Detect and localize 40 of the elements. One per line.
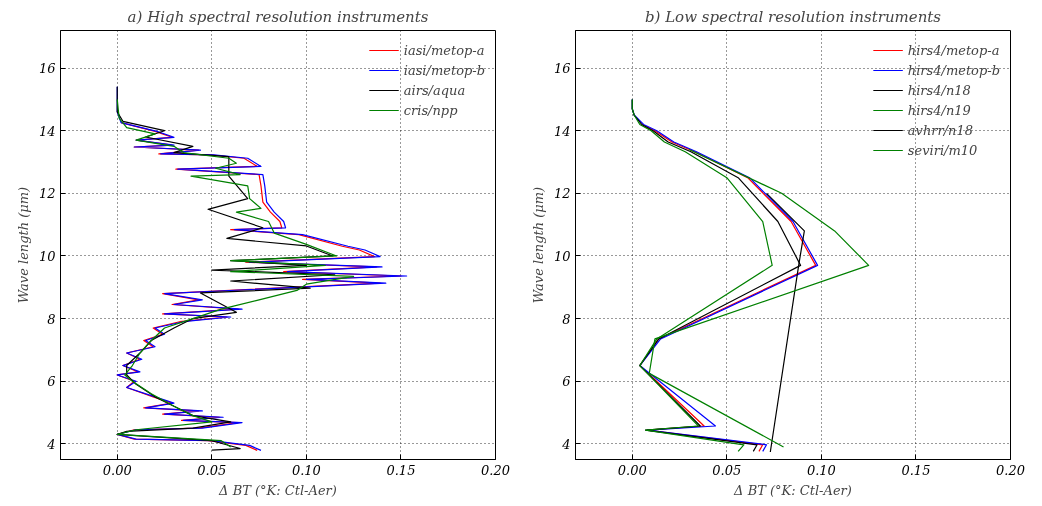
y-tick-label: 4 [561,436,571,452]
x-tick-label: 0.15 [901,462,931,478]
y-tick-label: 12 [553,186,571,202]
legend-label: hirs4/n19 [907,102,971,118]
y-tick-label: 8 [47,311,56,327]
y-tick-label: 14 [553,123,571,139]
y-tick-label: 16 [38,61,56,77]
y-tick-label: 8 [562,311,571,327]
chart-title: a) High spectral resolution instruments [127,7,429,26]
legend-label: cris/npp [403,102,458,118]
y-axis-title: Wave length (μm) [15,186,31,304]
x-tick-label: 0.10 [291,462,321,478]
y-tick-label: 4 [46,436,56,452]
x-tick-label: 0.00 [102,462,132,478]
legend-label: hirs4/metop-b [907,62,1000,78]
x-axis-title: Δ BT (°K: Ctl-Aer) [218,482,337,498]
legend-label: iasi/metop-a [403,42,485,58]
x-tick-label: 0.00 [617,462,647,478]
y-tick-label: 14 [38,123,56,139]
y-tick-label: 6 [47,374,56,390]
legend-label: seviri/m10 [907,142,978,158]
legend-label: avhrr/n18 [907,122,974,138]
x-tick-label: 0.20 [996,462,1025,478]
x-tick-label: 0.05 [712,462,742,478]
x-tick-label: 0.20 [481,462,510,478]
chart-title: b) Low spectral resolution instruments [644,7,942,26]
y-tick-label: 10 [553,248,571,264]
y-tick-label: 16 [553,61,571,77]
x-axis-title: Δ BT (°K: Ctl-Aer) [733,482,852,498]
x-tick-label: 0.10 [806,462,836,478]
x-tick-label: 0.05 [197,462,227,478]
y-tick-label: 12 [38,186,56,202]
legend-label: airs/aqua [403,82,466,98]
legend-label: hirs4/n18 [907,82,971,98]
y-tick-label: 6 [562,374,571,390]
y-tick-label: 10 [38,248,56,264]
x-tick-label: 0.15 [386,462,416,478]
legend-label: hirs4/metop-a [907,42,1000,58]
y-axis-title: Wave length (μm) [530,186,546,304]
legend-label: iasi/metop-b [403,62,485,78]
